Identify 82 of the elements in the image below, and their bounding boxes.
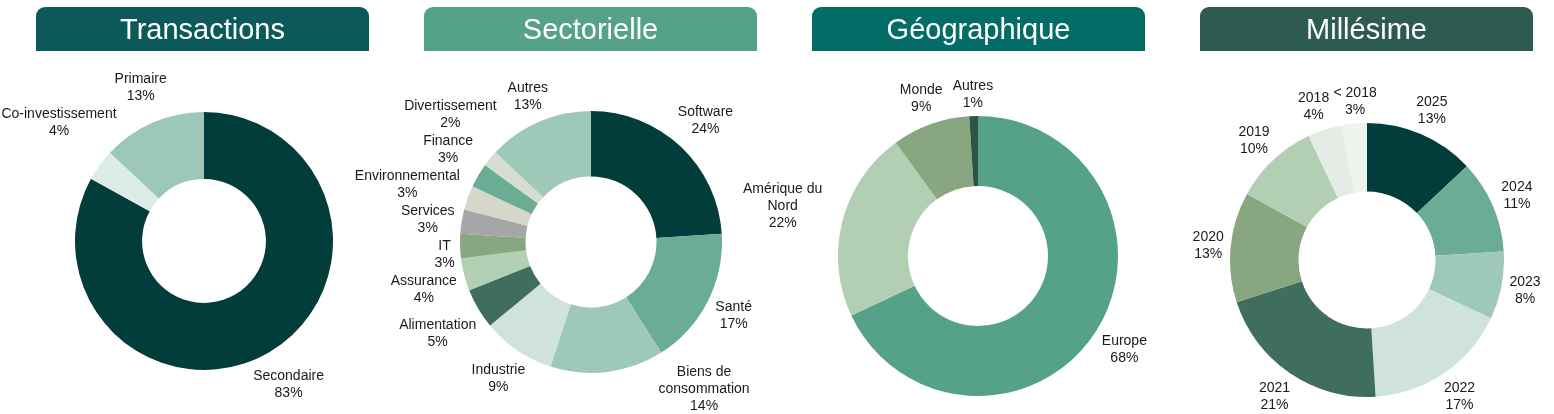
donut-slice: [1416, 166, 1504, 256]
slice-label: Amérique du Nord: [741, 180, 824, 215]
slice-label: 2024: [1500, 178, 1534, 196]
slice-label: Divertissement: [403, 96, 498, 114]
slice-label: Alimentation: [398, 315, 478, 333]
donut-slice: [472, 165, 539, 215]
donut-slice: [464, 186, 532, 226]
chart-title: Millésime: [1306, 13, 1427, 45]
donut-slice: [969, 116, 978, 187]
chart-title: Transactions: [120, 13, 285, 45]
slice-label: Industrie: [470, 361, 527, 379]
title-banner: Millésime: [1200, 7, 1533, 51]
donut-slice: [838, 142, 937, 316]
donut-slice: [460, 233, 527, 259]
slice-label: 2025: [1415, 93, 1449, 111]
donut-slice: [895, 116, 974, 200]
data-label: 10%: [1239, 139, 1270, 157]
data-label: 17%: [718, 314, 749, 332]
data-label: 14%: [689, 397, 720, 414]
title-banner: Géographique: [812, 7, 1145, 51]
data-label: 4%: [47, 122, 71, 140]
slice-label: Assurance: [389, 271, 458, 289]
slice-label: Software: [676, 103, 735, 121]
slice-label: Biens de consommation: [657, 363, 751, 397]
slice-label: Autres: [951, 77, 995, 95]
data-label: 4%: [1302, 105, 1325, 123]
data-label: 5%: [426, 332, 449, 350]
data-label: 83%: [273, 384, 304, 402]
slice-label: Primaire: [113, 70, 168, 88]
data-label: 3%: [416, 218, 439, 236]
data-label: 4%: [412, 288, 435, 306]
slice-label: IT: [437, 236, 452, 254]
data-label: 13%: [1193, 244, 1224, 262]
slice-label: Environnemental: [353, 166, 461, 184]
data-label: 68%: [1109, 348, 1140, 366]
donut-slice: [1428, 251, 1504, 319]
data-label: 21%: [1259, 396, 1290, 414]
data-label: 17%: [1444, 396, 1475, 414]
donut-slice: [495, 111, 591, 198]
donut-slice: [90, 152, 159, 212]
slice-label: < 2018: [1332, 83, 1378, 101]
slice-label: 2020: [1191, 227, 1225, 245]
data-label: 9%: [910, 98, 933, 116]
slice-label: Co-investissement: [0, 105, 118, 123]
slice-label: Services: [399, 201, 456, 219]
slice-label: 2023: [1508, 273, 1542, 291]
chart-title: Géographique: [886, 13, 1071, 45]
slice-label: 2019: [1237, 122, 1271, 140]
donut-slice: [1230, 194, 1307, 303]
data-label: 24%: [690, 120, 721, 138]
data-label: 3%: [436, 148, 460, 166]
donut-slice: [461, 250, 531, 291]
donut-slice: [485, 152, 544, 204]
slice-label: 2021: [1257, 379, 1292, 397]
slice-label: Santé: [714, 297, 753, 315]
slice-label: Secondaire: [252, 367, 325, 385]
slice-label: Europe: [1100, 331, 1148, 349]
data-label: 9%: [487, 378, 510, 396]
chart-title: Sectorielle: [522, 13, 659, 45]
data-label: 3%: [396, 183, 419, 201]
donut-slice: [1236, 281, 1376, 397]
slice-label: Monde: [898, 81, 944, 99]
data-label: 13%: [512, 95, 543, 113]
slice-label: 2018: [1297, 88, 1331, 106]
data-label: 13%: [1416, 110, 1447, 128]
donut-slice: [460, 209, 528, 238]
slice-label: Finance: [422, 131, 474, 149]
data-label: 13%: [125, 87, 156, 105]
data-label: 22%: [767, 214, 798, 232]
data-label: 3%: [433, 253, 456, 271]
data-label: 2%: [439, 113, 462, 131]
title-banner: Sectorielle: [424, 7, 757, 51]
donut-slice: [550, 297, 662, 373]
title-banner: Transactions: [36, 7, 369, 51]
data-label: 8%: [1513, 290, 1537, 308]
data-label: 11%: [1502, 195, 1532, 213]
data-label: 1%: [961, 94, 985, 112]
donut-slice: [1371, 289, 1491, 397]
slice-label: 2022: [1442, 379, 1477, 397]
slice-label: Autres: [506, 78, 550, 96]
donut-slice: [1367, 123, 1467, 214]
data-label: 3%: [1344, 100, 1367, 118]
